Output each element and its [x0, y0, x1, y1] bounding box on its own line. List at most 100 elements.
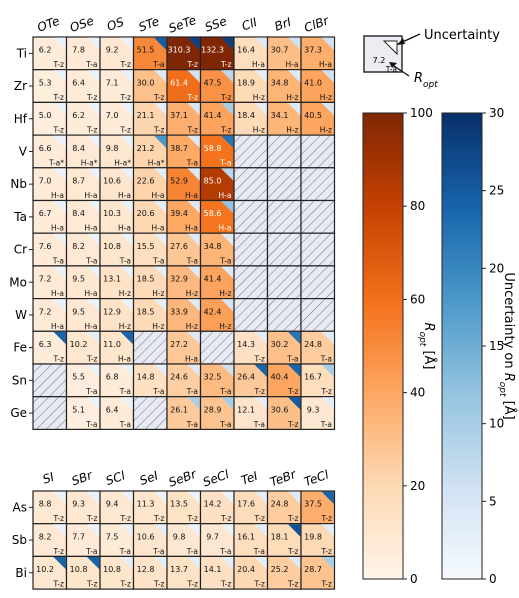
heatmap-cell	[233, 298, 269, 332]
colorbar-segment	[442, 155, 482, 161]
cell-value: 18.5	[137, 275, 155, 284]
uncertainty-triangle	[254, 524, 267, 537]
colorbar-segment	[363, 462, 403, 467]
colorbar-segment	[363, 415, 403, 421]
colorbar-segment	[363, 147, 403, 153]
cell-value: 9.7	[206, 532, 219, 541]
cell-structure: T-z	[220, 126, 232, 135]
cell-value: 32.9	[170, 275, 188, 284]
colorbar-tick-label: 60	[410, 292, 425, 306]
colorbar-segment	[363, 505, 403, 510]
cell-structure: H-a	[85, 191, 98, 200]
colorbar-segment	[442, 120, 482, 126]
cell-structure: T-a	[85, 420, 97, 429]
colorbar-segment	[442, 260, 482, 266]
colorbar-segment	[442, 206, 482, 211]
uncertainty-triangle	[120, 135, 133, 149]
cell-value: 21.2	[137, 144, 155, 153]
heatmap-cell	[233, 199, 269, 234]
cell-value: 6.3	[39, 340, 52, 349]
colorbar-segment	[442, 353, 482, 359]
heatmap-cell: 41.0 H-z	[300, 69, 336, 103]
legend-uncertainty-label: Uncertainty	[424, 28, 500, 43]
heatmap-cell	[266, 167, 302, 202]
heatmap-cell: 24.6 T-a	[166, 363, 202, 398]
colorbar-segment	[363, 388, 403, 394]
uncertainty-triangle	[187, 524, 200, 537]
colorbar-segment	[363, 547, 403, 553]
heatmap-cell: 10.6 T-a	[132, 523, 168, 558]
heatmap-cell: 40.4 T-z	[266, 363, 302, 398]
uncertainty-triangle	[254, 103, 267, 116]
empty-cell-hatch	[32, 396, 68, 431]
heatmap-cell: 6.3T-z	[32, 330, 68, 365]
colorbar-segment	[363, 392, 403, 398]
colorbar-segment	[442, 485, 482, 491]
colorbar-segment	[363, 132, 403, 137]
uncertainty-triangle	[87, 103, 100, 116]
column-label: SBr	[70, 468, 95, 489]
cell-fill	[132, 232, 168, 267]
colorbar-segment	[442, 330, 482, 335]
uncertainty-triangle	[120, 299, 133, 312]
empty-cell-hatch	[300, 199, 336, 234]
heatmap-cell: 30.7 H-a	[266, 36, 302, 71]
cell-structure: T-z	[86, 93, 98, 102]
uncertainty-triangle	[87, 201, 100, 214]
heatmap-cell: 61.4 T-z	[166, 69, 202, 103]
heatmap-cell	[300, 298, 336, 332]
cell-structure: H-a*	[148, 158, 165, 167]
uncertainty-triangle	[120, 364, 133, 377]
cell-structure: T-a	[119, 420, 131, 429]
cell-structure: T-z	[153, 514, 165, 523]
heatmap-cell: 30.6 T-z	[266, 396, 302, 431]
heatmap-cell: 14.8 T-a	[132, 363, 168, 398]
cell-structure: H-z	[219, 322, 231, 331]
cell-value: 6.4	[106, 405, 119, 414]
colorbar-segment	[442, 182, 482, 188]
cell-value: 8.2	[72, 242, 85, 251]
colorbar-segment	[442, 415, 482, 421]
colorbar-segment	[363, 291, 403, 297]
colorbar-segment	[442, 190, 482, 196]
colorbar-segment	[363, 384, 403, 390]
colorbar-segment	[442, 423, 482, 429]
row-label: Sn	[12, 373, 27, 387]
uncertainty-triangle	[154, 103, 167, 116]
colorbar-segment	[363, 466, 403, 471]
uncertainty-triangle	[87, 135, 100, 149]
colorbar-segment	[363, 528, 403, 533]
cell-value: 6.4	[72, 78, 85, 87]
colorbar-segment	[442, 202, 482, 207]
cell-structure: H-a	[152, 224, 165, 233]
cell-value: 10.6	[103, 176, 121, 185]
colorbar-segment	[363, 330, 403, 335]
heatmap-cell: 8.2T-a	[65, 232, 101, 267]
colorbar-segment	[363, 159, 403, 165]
colorbar-segment	[363, 458, 403, 464]
cell-structure: H-z	[186, 322, 198, 331]
cell-structure: T-z	[52, 580, 64, 589]
heatmap-cell: 37.1 T-z	[166, 101, 202, 136]
uncertainty-triangle	[154, 135, 167, 149]
colorbar-segment	[363, 190, 403, 196]
uncertainty-triangle	[321, 557, 334, 570]
colorbar-tick-label: 20	[410, 479, 425, 493]
heatmap-cell: 7.0T-z	[99, 101, 135, 136]
cell-value: 18.9	[237, 78, 255, 87]
uncertainty-triangle	[87, 491, 100, 504]
uncertainty-triangle	[221, 491, 234, 504]
cell-fill	[65, 199, 101, 234]
colorbar-segment	[363, 516, 403, 522]
colorbar-segment	[442, 544, 482, 549]
colorbar-segment	[363, 419, 403, 425]
uncertainty-triangle	[187, 491, 200, 504]
colorbar-segment	[363, 260, 403, 266]
uncertainty-triangle	[154, 557, 167, 570]
cell-value: 58.8	[204, 144, 222, 153]
cell-structure: H-z	[286, 126, 298, 135]
empty-cell-hatch	[300, 167, 336, 202]
cell-value: 24.6	[170, 373, 188, 382]
uncertainty-triangle	[53, 168, 66, 181]
colorbar-segment	[442, 551, 482, 557]
